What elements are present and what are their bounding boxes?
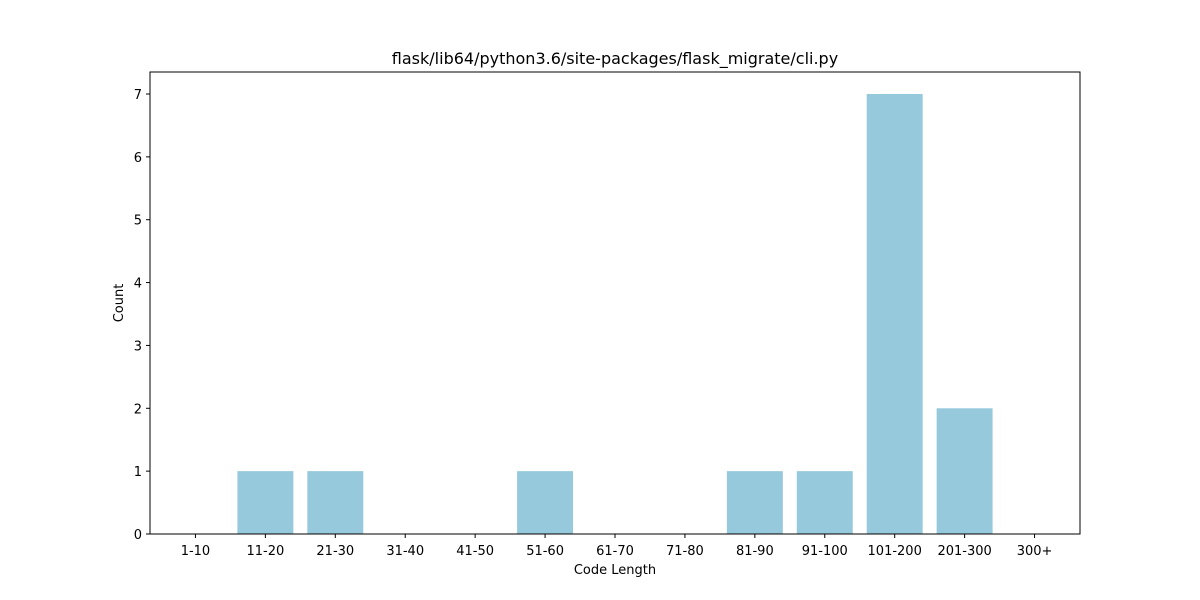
y-tick-label: 6: [134, 151, 142, 166]
y-tick-label: 0: [134, 528, 142, 543]
y-tick-label: 7: [134, 88, 142, 103]
y-tick-label: 5: [134, 214, 142, 229]
chart-title: flask/lib64/python3.6/site-packages/flas…: [392, 49, 838, 69]
x-tick-label: 11-20: [246, 544, 284, 559]
y-tick-label: 2: [134, 402, 142, 417]
bar-101-200: [866, 94, 923, 534]
y-tick-label: 3: [134, 339, 142, 354]
y-tick-label: 4: [134, 277, 142, 292]
x-tick-label: 201-300: [937, 544, 991, 559]
bar-21-30: [307, 471, 364, 534]
x-tick-label: 31-40: [386, 544, 424, 559]
bar-91-100: [796, 471, 853, 534]
y-axis-label: Count: [112, 284, 127, 323]
x-tick-label: 91-100: [802, 544, 848, 559]
x-tick-label: 81-90: [736, 544, 774, 559]
x-axis: 1-10 11-20 21-30 31-40 41-50 51-60 61-70 71-80 8…: [181, 534, 1053, 559]
x-tick-label: 61-70: [596, 544, 634, 559]
bar-81-90: [726, 471, 783, 534]
bar-51-60: [517, 471, 574, 534]
x-tick-label: 101-200: [868, 544, 922, 559]
x-tick-label: 51-60: [526, 544, 564, 559]
x-tick-label: 21-30: [316, 544, 354, 559]
x-tick-label: 71-80: [666, 544, 704, 559]
x-tick-label: 41-50: [456, 544, 494, 559]
bar-201-300: [936, 408, 993, 534]
x-axis-label: Code Length: [574, 563, 656, 578]
x-tick-label: 1-10: [181, 544, 211, 559]
bar-11-20: [237, 471, 294, 534]
y-tick-label: 1: [134, 465, 142, 480]
y-axis: 0 1 2 3 4 5 6 7: [134, 88, 150, 543]
bars-group: [237, 94, 993, 534]
x-tick-label: 300+: [1017, 544, 1053, 559]
